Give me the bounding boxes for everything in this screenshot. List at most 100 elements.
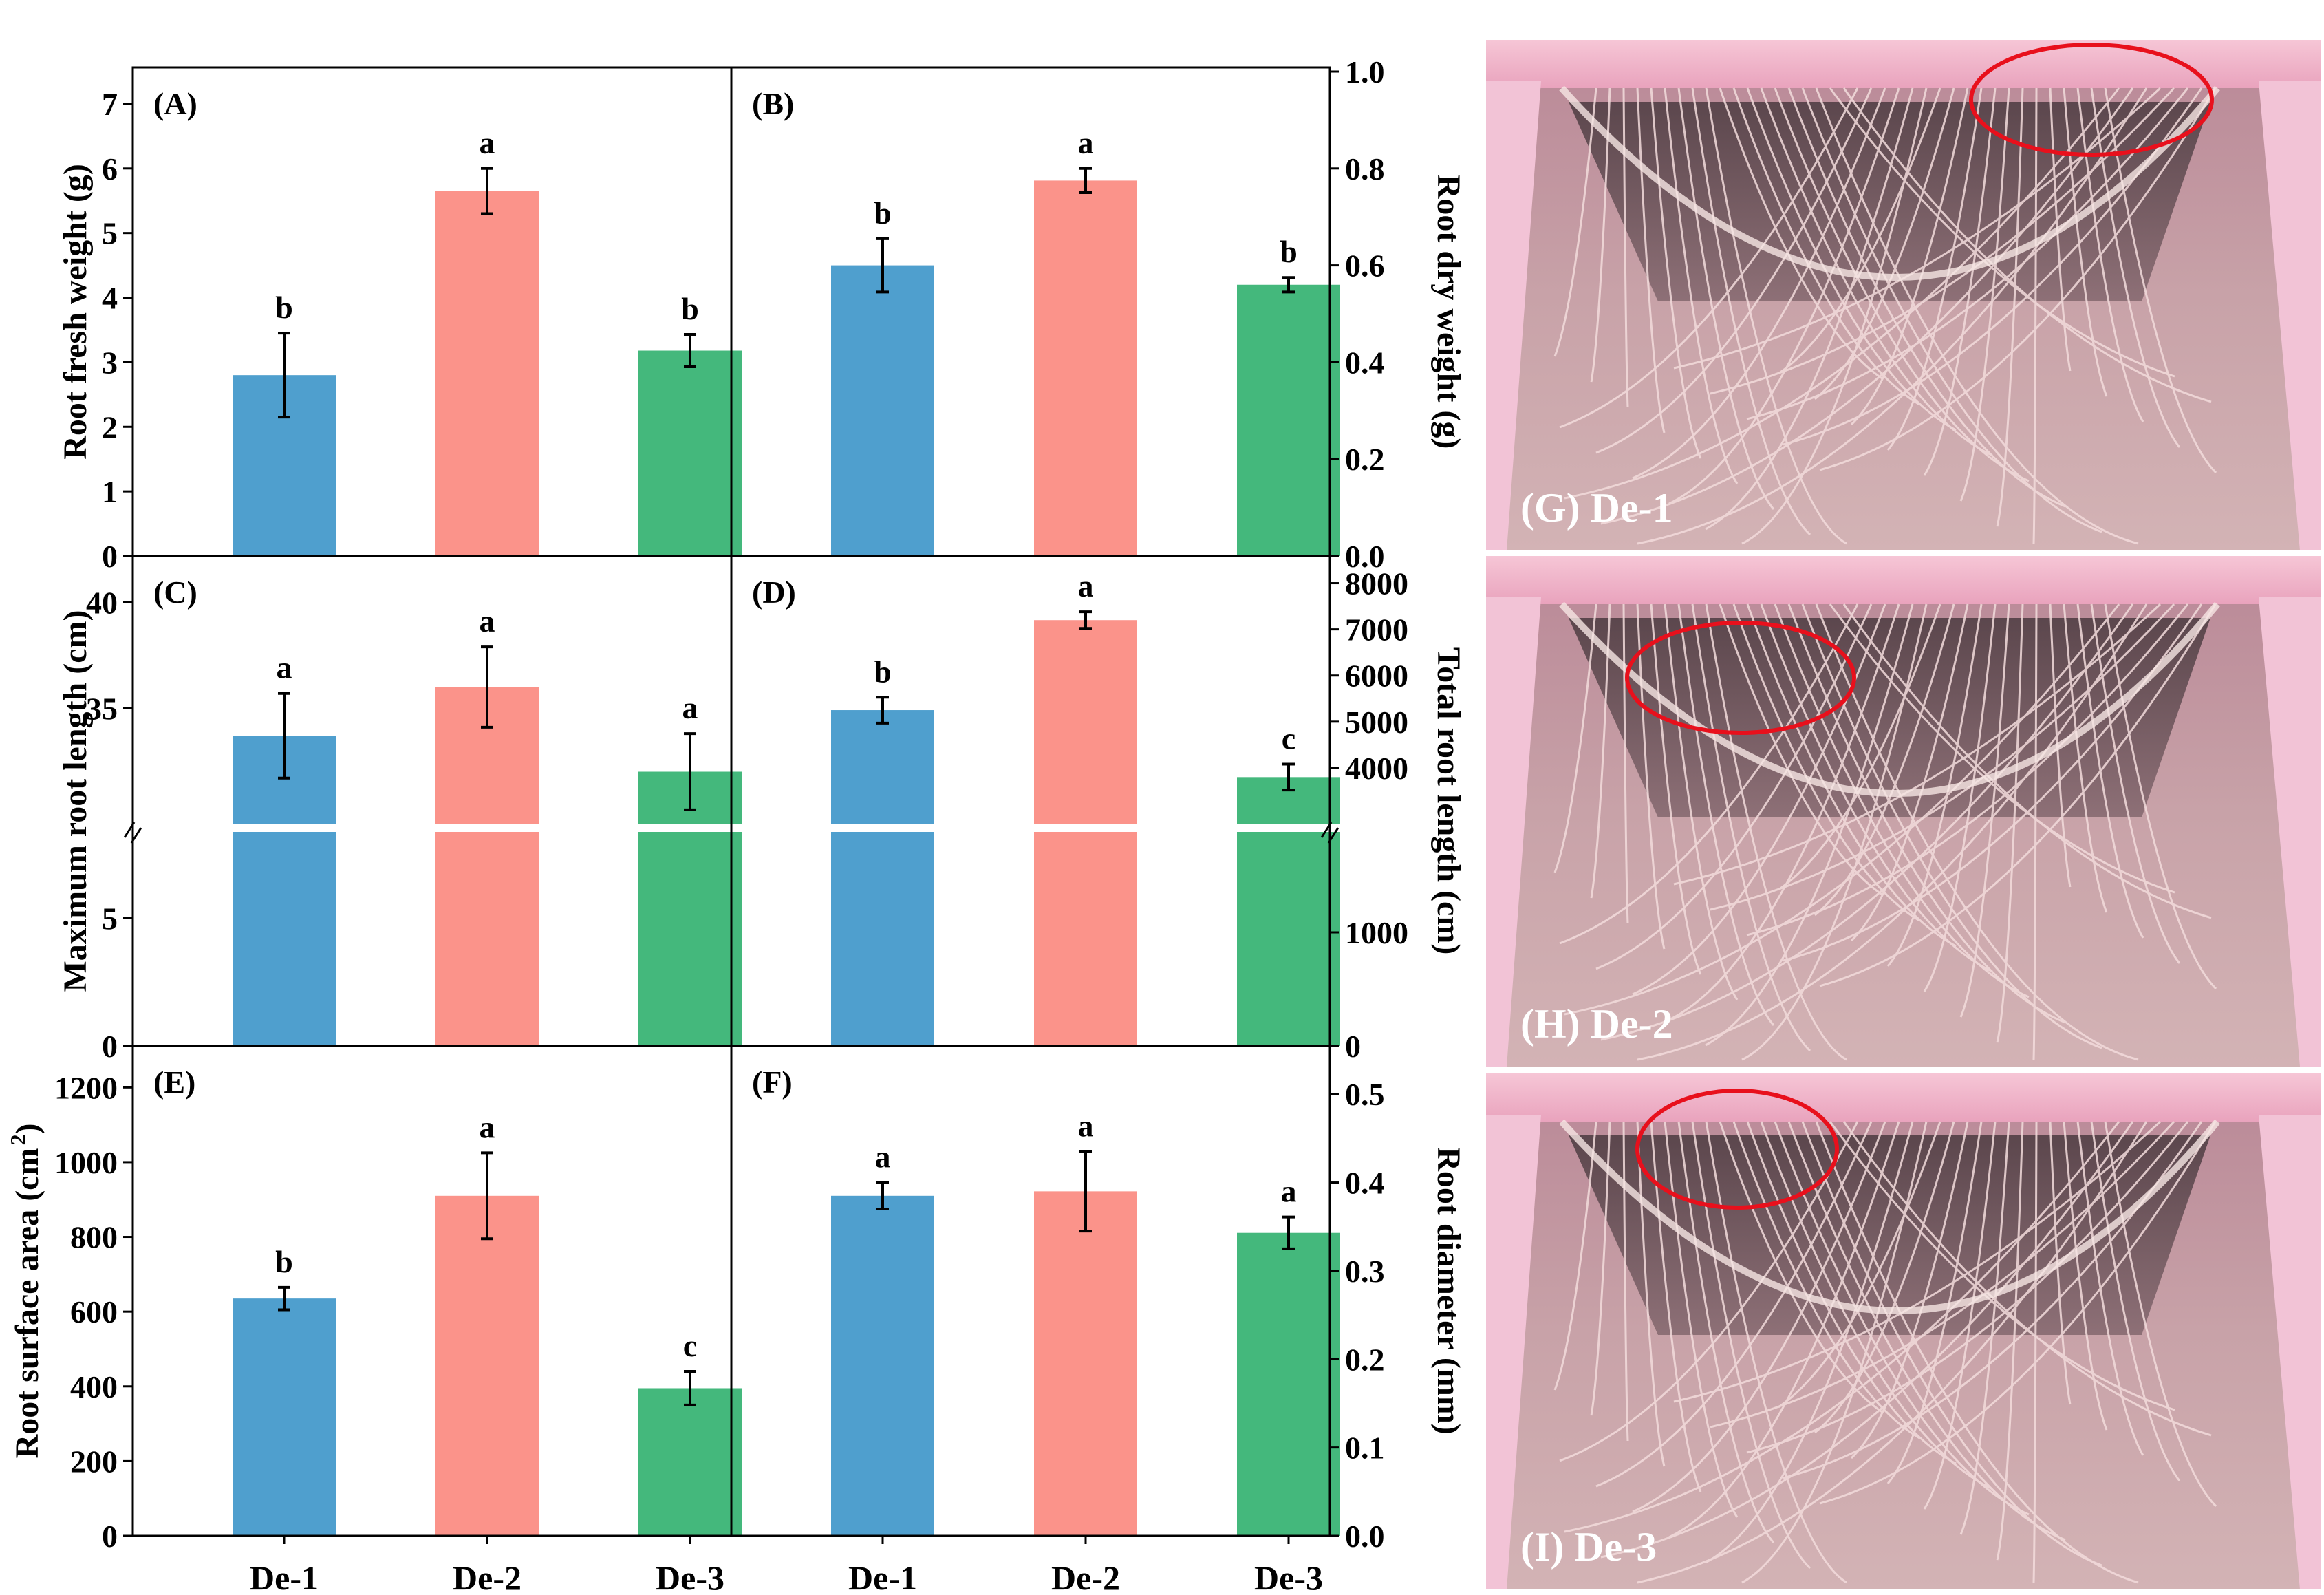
significance-letter-F-De-1: a [875, 1139, 891, 1175]
y-tick-label-B: 0.0 [1345, 539, 1385, 574]
root-strand [1819, 603, 2217, 987]
root-strand [1815, 603, 2139, 1061]
bar-C-De-3 [638, 771, 742, 1046]
significance-letter-C-De-2: a [480, 603, 495, 639]
highlight-ellipse [1635, 1089, 1839, 1210]
root-strand [1600, 603, 2134, 1041]
root-strand [1673, 603, 2162, 886]
root-strand [1595, 1121, 1873, 1488]
root-strand [1691, 87, 1811, 536]
axis-break-mark-D [1327, 827, 1339, 844]
panel-A: b a b (A) 0 1 2 3 4 5 6 7 Root fresh weight (g) [57, 66, 742, 574]
bar-break-D-De-2 [1033, 824, 1139, 832]
root-strand [1553, 1121, 1597, 1391]
root-mass [1553, 603, 2217, 1061]
root-strand [1746, 1121, 2189, 1454]
y-tick-label-A: 6 [102, 151, 118, 186]
root-strand [2049, 87, 2072, 372]
y-tick-label-E: 800 [70, 1220, 118, 1255]
photo-label-H: (H) De-2 [1520, 1001, 1673, 1047]
significance-letter-A-De-2: a [480, 125, 495, 160]
significance-letter-B-De-1: b [874, 195, 892, 231]
root-strand [2063, 1121, 2108, 1431]
y-tick-label-F: 0.1 [1345, 1431, 1385, 1466]
root-mass [1553, 87, 2217, 545]
root-web [1559, 601, 2220, 797]
bar-break-C-De-1 [231, 824, 337, 832]
root-strand [1746, 87, 2189, 420]
root-strand [1664, 603, 1739, 1000]
tank-wall-left [1486, 1115, 1541, 1589]
bar-C-De-1 [233, 736, 336, 1046]
y-tick-label-B: 0.8 [1345, 151, 1385, 186]
significance-letter-F-De-2: a [1078, 1109, 1094, 1144]
y-tick-label-A: 0 [102, 539, 118, 574]
root-strand [1564, 87, 2120, 500]
significance-letter-B-De-3: b [1280, 234, 1298, 269]
bar-F-De-2 [1034, 1191, 1137, 1536]
root-strand [1664, 1121, 1739, 1518]
root-strand [2104, 1121, 2217, 1508]
root-strand [1959, 87, 2010, 502]
y-tick-label-C: 35 [86, 691, 118, 726]
y-axis-label-A: Root fresh weight (g) [57, 164, 94, 460]
tank-interior [1569, 1135, 2210, 1335]
y-tick-label-C: 40 [86, 586, 118, 621]
y-tick-label-D: 8000 [1345, 566, 1408, 601]
root-strand [1632, 1121, 1886, 1513]
root-strand [1996, 603, 2024, 1043]
root-strand [1710, 603, 2175, 911]
bar-B-De-1 [831, 265, 934, 556]
root-strand [1732, 1121, 1920, 1439]
root-strand [1996, 1121, 2024, 1561]
bar-B-De-2 [1034, 180, 1137, 556]
root-strand [1559, 87, 1859, 429]
y-tick-label-C: 0 [102, 1029, 118, 1064]
root-strand [1677, 87, 1775, 510]
root-strand [1637, 603, 2148, 1061]
panel-B: b a b (B) 0.0 0.2 0.4 0.6 0.8 1.0 Root dry weight … [730, 54, 1467, 574]
root-strand [1923, 87, 1997, 476]
y-tick-label-A: 5 [102, 216, 118, 251]
root-strand [2104, 87, 2217, 474]
significance-letter-D-De-1: b [874, 654, 892, 689]
y-tick-label-B: 0.6 [1345, 248, 1385, 283]
root-strand [1590, 1121, 1611, 1416]
root-strand [1760, 87, 1993, 457]
significance-letter-E-De-2: a [480, 1109, 495, 1144]
root-strand [1590, 603, 1611, 899]
axis-break-mark-C [123, 822, 136, 838]
root-strand [1732, 87, 1920, 406]
root-strand [1732, 603, 1920, 922]
root-strand [2090, 87, 2181, 448]
bar-break-D-De-3 [1236, 824, 1342, 832]
photo-H: (H) De-2 [1486, 556, 2321, 1067]
panel-label-B: (B) [752, 86, 794, 121]
panel-F: a a a (F) 0.0 0.1 0.2 0.3 0.4 0.5 Root diameter (m… [730, 1045, 1467, 1595]
x-tick-label-E-De-3: De-3 [656, 1559, 724, 1595]
root-strand [1741, 1121, 1928, 1584]
root-strand [1741, 603, 1928, 1061]
bar-E-De-1 [233, 1298, 336, 1536]
root-strand [1774, 603, 2030, 998]
significance-letter-D-De-3: c [1282, 721, 1295, 756]
y-tick-label-A: 1 [102, 474, 118, 509]
significance-letter-A-De-1: b [275, 290, 293, 325]
tank-wall-right [2259, 1115, 2321, 1589]
axis-break-mark-D [1320, 822, 1333, 838]
bar-E-De-2 [435, 1195, 539, 1536]
root-strand [2090, 1121, 2181, 1481]
panel-label-D: (D) [752, 575, 796, 610]
root-strand [1746, 603, 2189, 936]
y-axis-label-D: Total root length (cm) [1430, 647, 1467, 955]
bar-break-C-De-3 [637, 824, 743, 832]
y-tick-label-E: 200 [70, 1444, 118, 1479]
root-strand [1819, 87, 2217, 471]
y-axis-label-E: Root surface area (cm 2) [6, 1124, 45, 1459]
root-strand [1710, 1120, 2175, 1428]
bar-D-De-1 [831, 710, 934, 1046]
y-tick-label-D: 7000 [1345, 612, 1408, 647]
tank-interior [1569, 618, 2210, 817]
root-strand [1559, 1121, 1859, 1462]
root-strand [2049, 1121, 2072, 1405]
